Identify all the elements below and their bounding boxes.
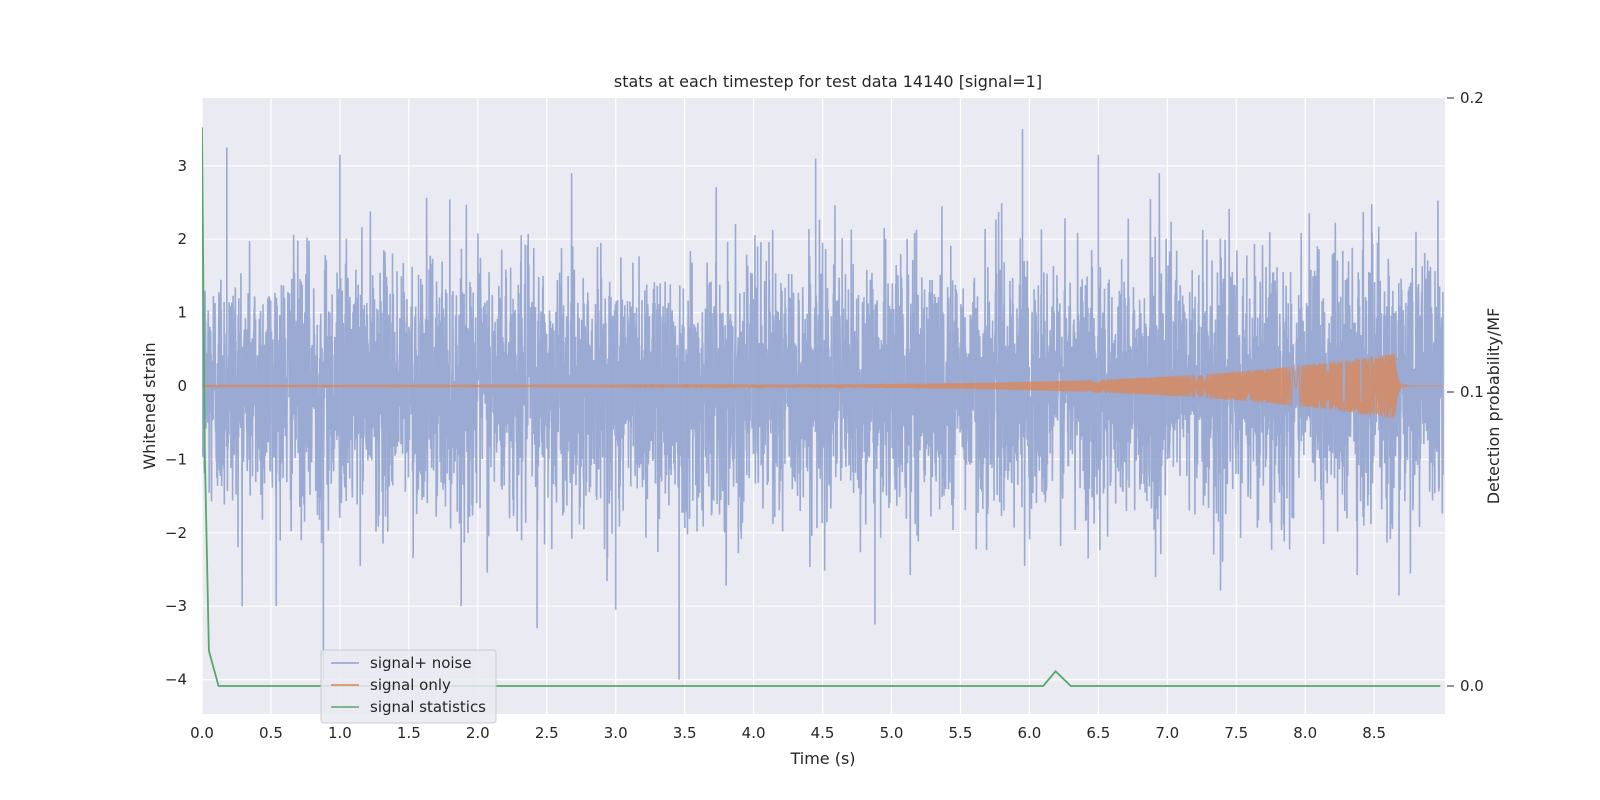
y-tick-label: −3 bbox=[165, 597, 187, 615]
x-tick-label: 3.0 bbox=[604, 724, 628, 742]
x-tick-label: 8.0 bbox=[1293, 724, 1317, 742]
x-tick-label: 0.0 bbox=[190, 724, 214, 742]
chart-title: stats at each timestep for test data 141… bbox=[614, 72, 1042, 91]
x-tick-label: 1.5 bbox=[397, 724, 421, 742]
x-axis-ticks: 0.0 0.5 1.0 1.5 2.0 2.5 3.0 3.5 4.0 4.5 5.0 5.5 6.0 6… bbox=[190, 724, 1386, 742]
y2-axis-label: Detection probability/MF bbox=[1484, 308, 1503, 505]
x-tick-label: 5.0 bbox=[880, 724, 904, 742]
y-tick-label: 0 bbox=[177, 377, 187, 395]
x-tick-label: 6.5 bbox=[1086, 724, 1110, 742]
x-axis-label: Time (s) bbox=[789, 749, 855, 768]
y2-tick-label: 0.2 bbox=[1460, 89, 1484, 107]
y-tick-label: −4 bbox=[165, 671, 187, 689]
series-signal-only-line bbox=[202, 353, 1444, 419]
legend-label-signal-noise: signal+ noise bbox=[370, 654, 472, 672]
y-tick-label: −1 bbox=[165, 450, 187, 468]
legend-frame bbox=[320, 649, 497, 724]
x-tick-label: 3.5 bbox=[673, 724, 697, 742]
x-tick-label: 6.0 bbox=[1017, 724, 1041, 742]
y2-tick-label: 0.1 bbox=[1460, 383, 1484, 401]
y-tick-label: 2 bbox=[177, 230, 187, 248]
y-tick-label: −2 bbox=[165, 524, 187, 542]
x-tick-label: 4.0 bbox=[742, 724, 766, 742]
x-tick-label: 7.5 bbox=[1224, 724, 1248, 742]
x-tick-label: 8.5 bbox=[1362, 724, 1386, 742]
x-tick-label: 2.5 bbox=[535, 724, 559, 742]
x-tick-label: 7.0 bbox=[1155, 724, 1179, 742]
x-tick-label: 5.5 bbox=[949, 724, 973, 742]
series-signal-noise-line bbox=[202, 129, 1444, 680]
y-tick-label: 3 bbox=[177, 157, 187, 175]
legend-label-signal-statistics: signal statistics bbox=[370, 698, 486, 716]
x-tick-label: 4.5 bbox=[811, 724, 835, 742]
series-signal-statistics-line bbox=[202, 127, 1441, 687]
y-axis-label: Whitened strain bbox=[140, 342, 159, 469]
y-axis-ticks: 3 2 1 0 −1 −2 −3 −4 bbox=[165, 157, 187, 689]
y2-axis-ticks: 0.2 0.1 0.0 bbox=[1447, 89, 1484, 695]
x-tick-label: 1.0 bbox=[328, 724, 352, 742]
x-tick-label: 2.0 bbox=[466, 724, 490, 742]
legend-label-signal-only: signal only bbox=[370, 676, 451, 694]
legend: signal+ noise signal only signal statist… bbox=[320, 649, 497, 724]
x-tick-label: 0.5 bbox=[259, 724, 283, 742]
y2-tick-label: 0.0 bbox=[1460, 677, 1484, 695]
y-tick-label: 1 bbox=[177, 304, 187, 322]
